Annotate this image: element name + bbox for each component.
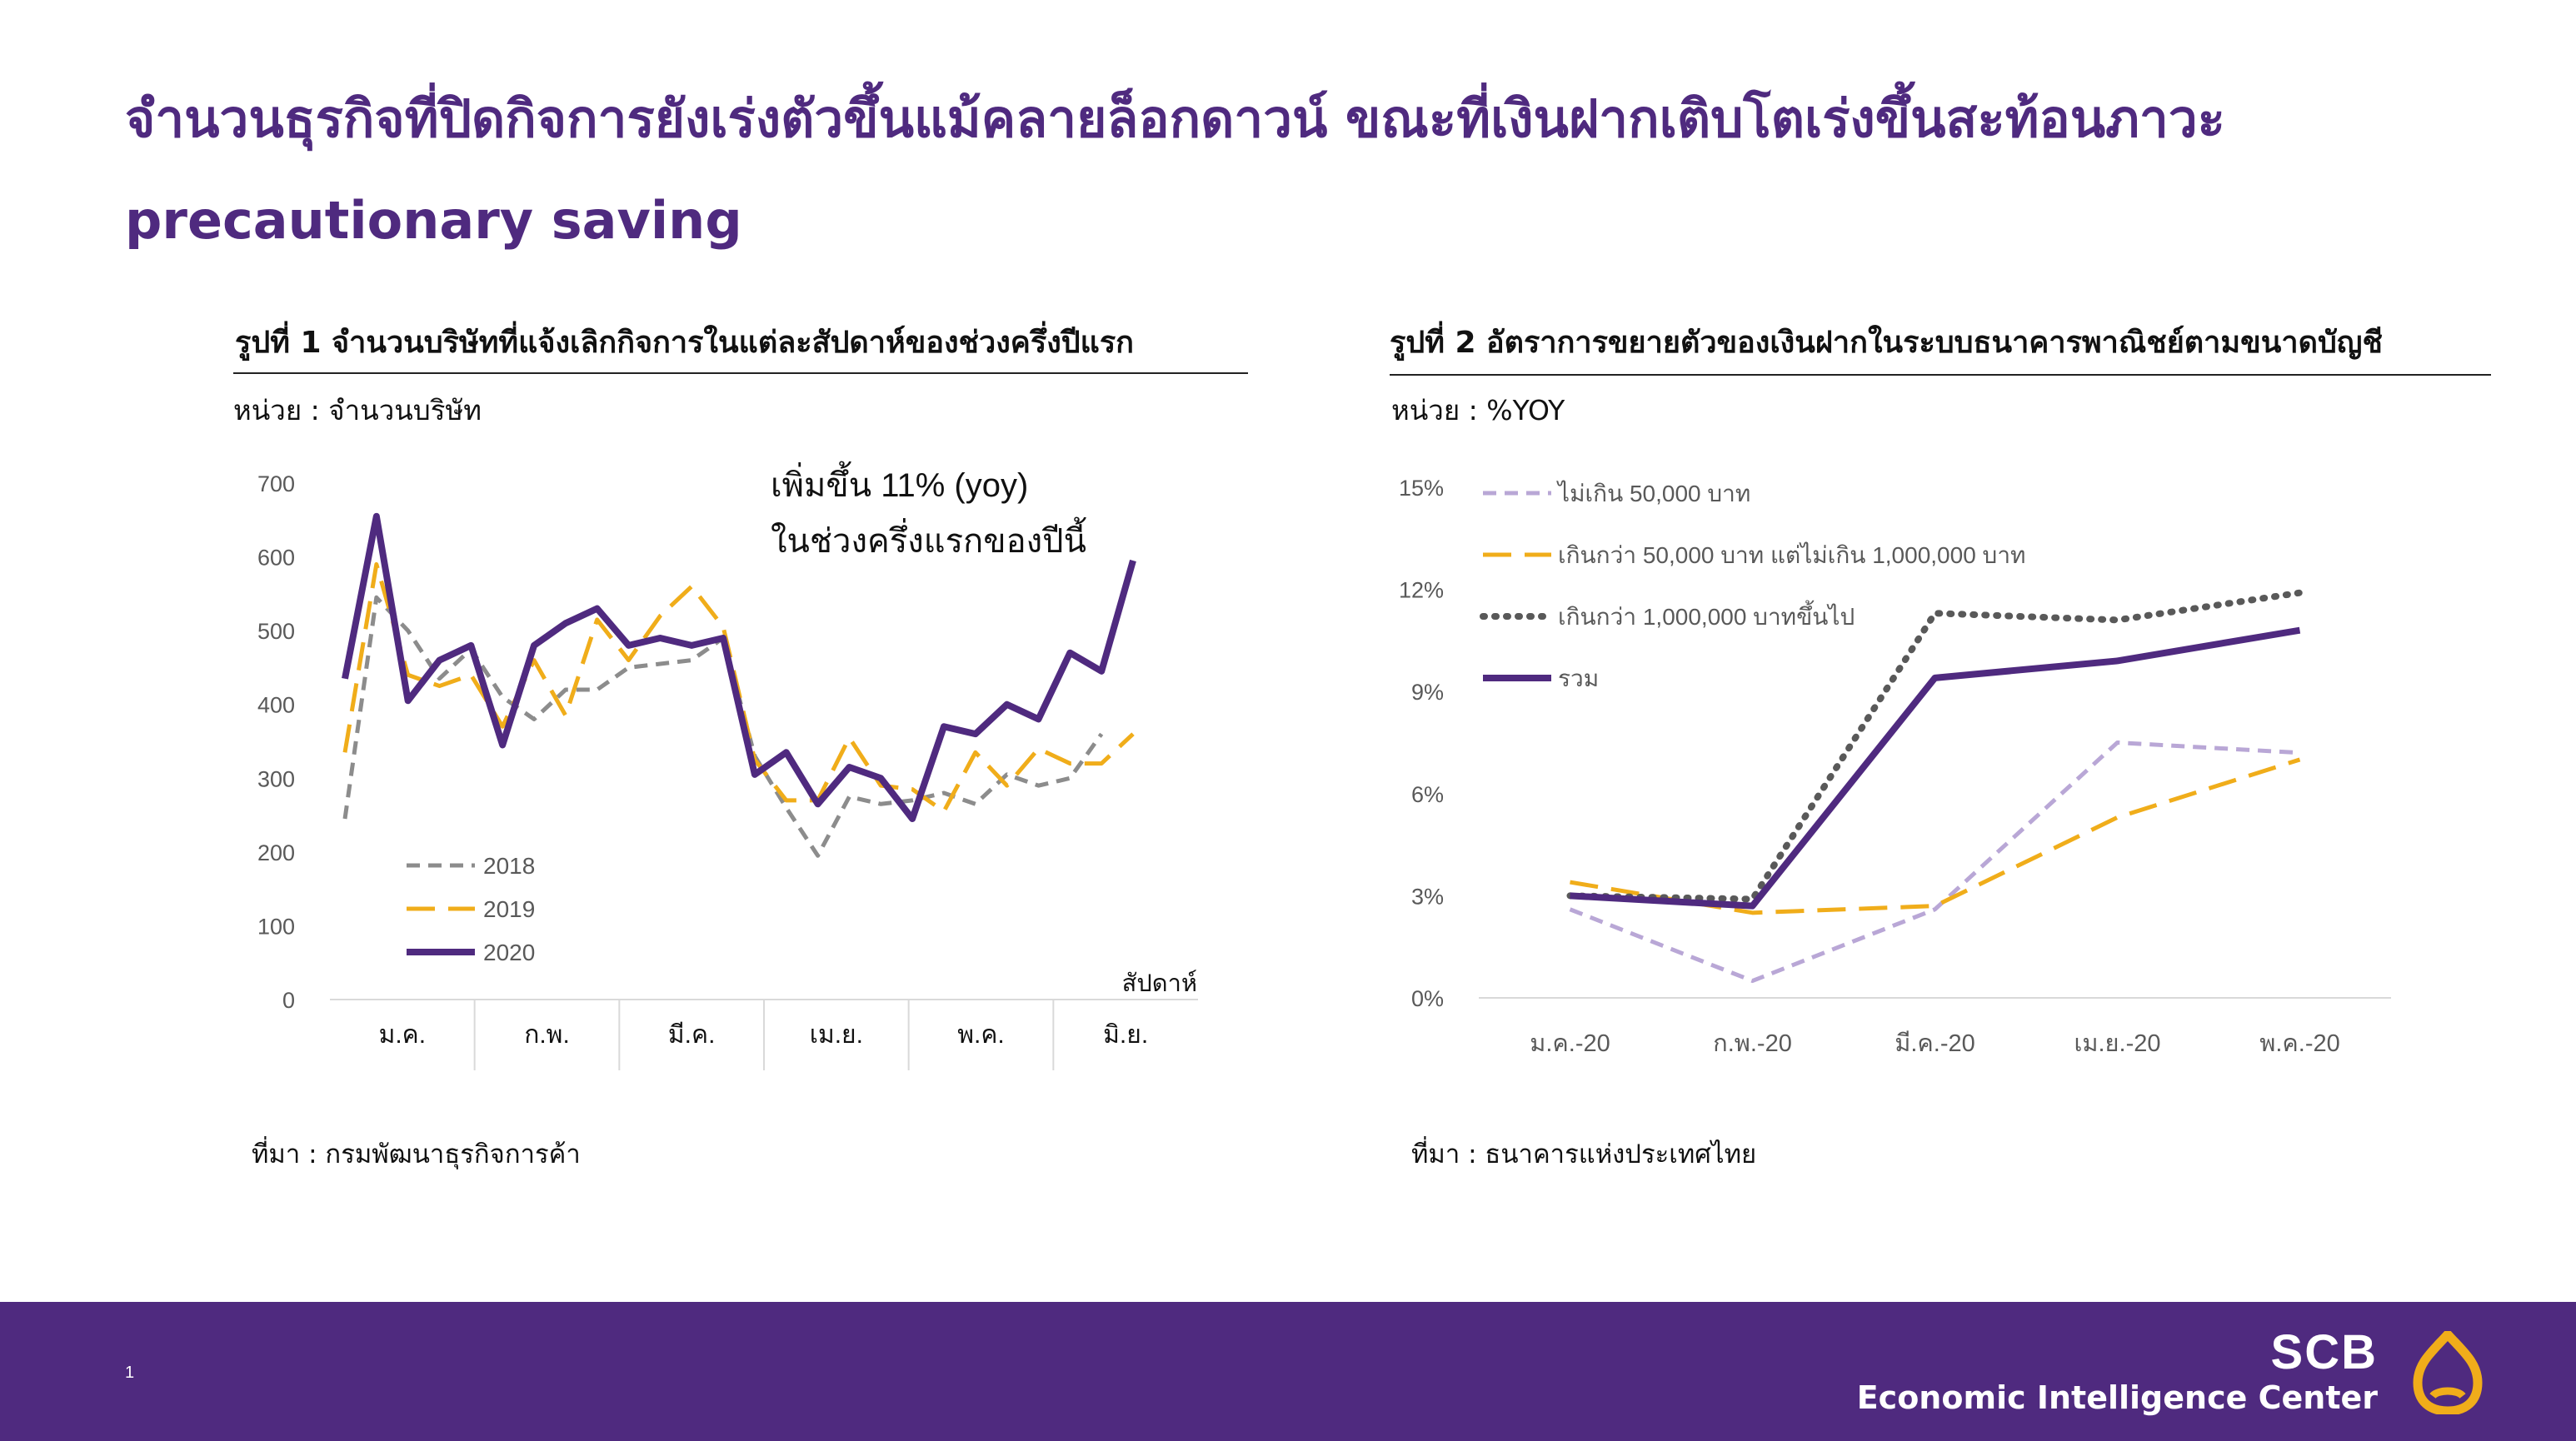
chart1-y-tick: 700 bbox=[257, 471, 295, 496]
chart2-title-rule bbox=[1390, 374, 2491, 376]
chart1-y-tick: 300 bbox=[257, 766, 295, 791]
chart1-x-tick-month: ม.ค. bbox=[379, 1021, 427, 1049]
chart1-legend-label-2018: 2018 bbox=[483, 853, 535, 879]
slide-title-line1: จำนวนธุรกิจที่ปิดกิจการยังเร่งตัวขึ้นแม้… bbox=[125, 88, 2225, 149]
chart2-y-tick: 0% bbox=[1411, 986, 1444, 1011]
chart1-y-tick: 500 bbox=[257, 619, 295, 644]
chart2-legend-label-2: เกินกว่า 1,000,000 บาทขึ้นไป bbox=[1558, 600, 1855, 630]
slide-title-line2: precautionary saving bbox=[125, 190, 742, 251]
chart1-x-tick-month: มี.ค. bbox=[668, 1021, 716, 1049]
chart1-title: รูปที่ 1 จำนวนบริษัทที่แจ้งเลิกกิจการในแ… bbox=[235, 326, 1134, 360]
chart2-x-tick: ก.พ.-20 bbox=[1713, 1030, 1792, 1057]
chart1-unit: หน่วย : จำนวนบริษัท bbox=[233, 394, 482, 426]
chart1-y-tick: 200 bbox=[257, 840, 295, 865]
chart1-series-2020 bbox=[342, 512, 1136, 822]
chart1-y-tick: 600 bbox=[257, 546, 295, 571]
chart2-legend-label-3: รวม bbox=[1558, 666, 1599, 691]
chart2-legend-label-0: ไม่เกิน 50,000 บาท bbox=[1556, 481, 1750, 506]
chart1-y-tick: 0 bbox=[282, 988, 295, 1013]
chart2-series-1 bbox=[1570, 757, 2301, 915]
chart2-x-tick: เม.ย.-20 bbox=[2074, 1030, 2160, 1057]
scb-logo-icon bbox=[2413, 1331, 2483, 1414]
chart2-y-tick: 12% bbox=[1399, 578, 1444, 603]
chart1-x-tick-month: ก.พ. bbox=[524, 1021, 570, 1049]
chart2-y-tick: 6% bbox=[1411, 782, 1444, 807]
chart1-y-tick: 100 bbox=[257, 914, 295, 939]
chart2-y-tick: 3% bbox=[1411, 884, 1444, 909]
chart1-legend-label-2020: 2020 bbox=[483, 940, 535, 965]
chart2-y-tick: 15% bbox=[1399, 476, 1444, 501]
brand-block: SCB Economic Intelligence Center bbox=[1856, 1325, 2378, 1417]
chart1-source: ที่มา : กรมพัฒนาธุรกิจการค้า bbox=[252, 1139, 581, 1169]
chart1-x-tick-month: มิ.ย. bbox=[1103, 1021, 1148, 1049]
chart2-legend-label-1: เกินกว่า 50,000 บาท แต่ไม่เกิน 1,000,000… bbox=[1558, 542, 2026, 568]
slide-title: จำนวนธุรกิจที่ปิดกิจการยังเร่งตัวขึ้นแม้… bbox=[125, 68, 2541, 272]
brand-name: SCB bbox=[2270, 1325, 2378, 1379]
chart2-x-tick: ม.ค.-20 bbox=[1530, 1030, 1610, 1057]
chart2-x-tick: พ.ค.-20 bbox=[2259, 1030, 2340, 1057]
chart1-x-axis-label: สัปดาห์ bbox=[1122, 970, 1197, 997]
chart1-title-rule bbox=[233, 372, 1248, 374]
chart2-y-tick: 9% bbox=[1411, 680, 1444, 705]
chart2-source: ที่มา : ธนาคารแห่งประเทศไทย bbox=[1411, 1139, 1757, 1169]
chart2-unit: หน่วย : %YOY bbox=[1391, 394, 1565, 426]
footer-bar bbox=[0, 1302, 2576, 1441]
chart1-x-tick-month: เม.ย. bbox=[810, 1021, 863, 1049]
page-number: 1 bbox=[125, 1364, 135, 1382]
brand-subtitle: Economic Intelligence Center bbox=[1856, 1379, 2378, 1416]
chart2-series-2 bbox=[1566, 589, 2304, 903]
chart1-annotation-line1: เพิ่มขึ้น 11% (yoy) bbox=[771, 461, 1028, 504]
chart2-title: รูปที่ 2 อัตราการขยายตัวของเงินฝากในระบบ… bbox=[1390, 326, 2383, 360]
chart2-x-tick: มี.ค.-20 bbox=[1895, 1030, 1975, 1057]
chart2-series-0 bbox=[1569, 740, 2300, 984]
chart1-legend-label-2019: 2019 bbox=[483, 896, 535, 922]
chart1-x-tick-month: พ.ค. bbox=[957, 1021, 1005, 1049]
chart1-y-tick: 400 bbox=[257, 693, 295, 718]
chart1-annotation-line2: ในช่วงครึ่งแรกของปีนี้ bbox=[771, 516, 1086, 560]
chart2-series-3 bbox=[1570, 626, 2301, 910]
